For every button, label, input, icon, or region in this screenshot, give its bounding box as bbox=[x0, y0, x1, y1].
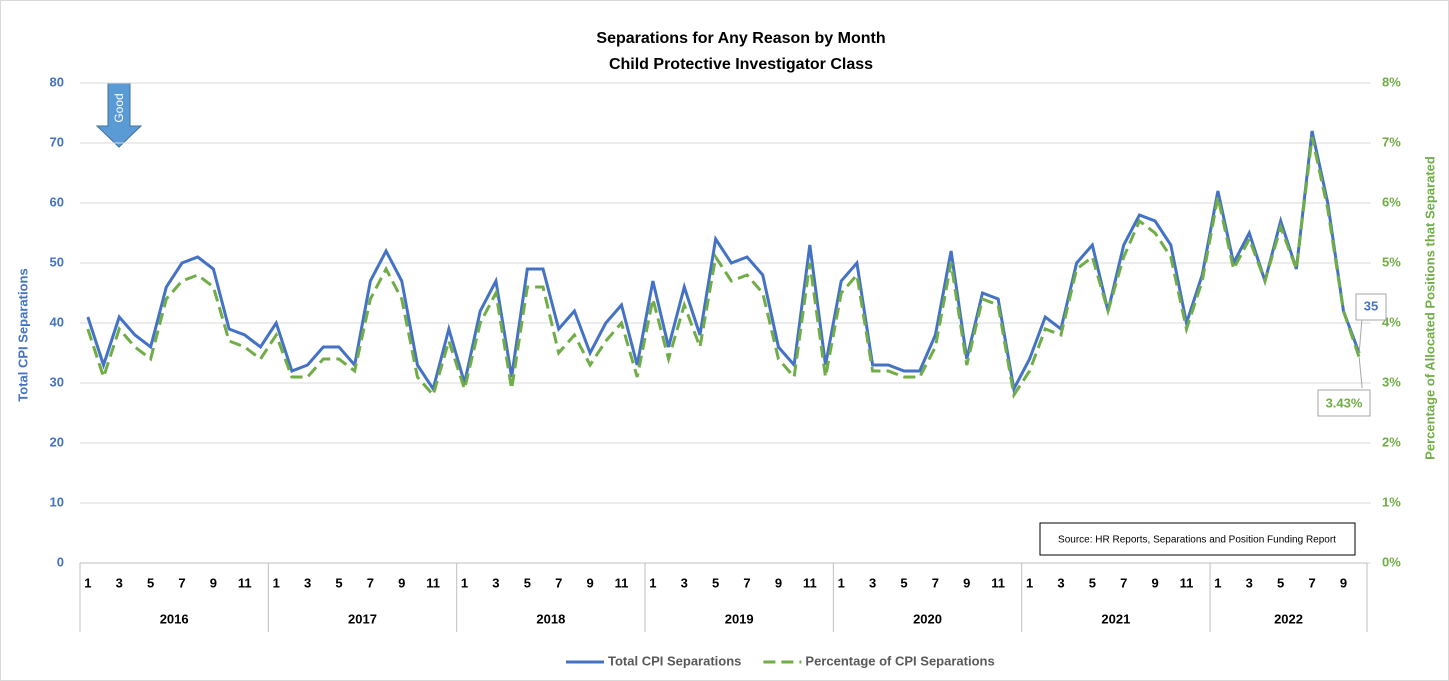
x-tick-label: 1 bbox=[84, 575, 91, 590]
legend-label: Total CPI Separations bbox=[608, 653, 741, 668]
source-note: Source: HR Reports, Separations and Posi… bbox=[1058, 535, 1336, 546]
x-tick-label: 5 bbox=[335, 575, 342, 590]
x-tick-label: 11 bbox=[615, 575, 629, 590]
x-tick-label: 7 bbox=[367, 575, 374, 590]
y-tick-label: 30 bbox=[50, 374, 64, 389]
legend-label: Percentage of CPI Separations bbox=[805, 653, 994, 668]
x-tick-label: 1 bbox=[1026, 575, 1033, 590]
y-tick-label: 60 bbox=[50, 194, 64, 209]
year-label: 2021 bbox=[1101, 611, 1130, 626]
x-tick-label: 1 bbox=[461, 575, 468, 590]
annotation: Good bbox=[112, 93, 126, 122]
x-tick-label: 3 bbox=[492, 575, 499, 590]
year-label: 2017 bbox=[348, 611, 377, 626]
x-tick-label: 3 bbox=[1246, 575, 1253, 590]
year-label: 2020 bbox=[913, 611, 942, 626]
x-tick-label: 11 bbox=[1180, 575, 1194, 590]
x-tick-label: 5 bbox=[147, 575, 154, 590]
x-tick-label: 5 bbox=[1089, 575, 1096, 590]
y2-tick-label: 2% bbox=[1382, 434, 1401, 449]
y-tick-label: 50 bbox=[50, 254, 64, 269]
y2-tick-label: 8% bbox=[1382, 74, 1401, 89]
label-leader bbox=[1358, 317, 1363, 354]
y-axis-label: Total CPI Separations bbox=[15, 268, 30, 401]
y-tick-label: 40 bbox=[50, 314, 64, 329]
data-label: 35 bbox=[1364, 298, 1378, 313]
x-tick-label: 3 bbox=[869, 575, 876, 590]
source-box bbox=[1039, 522, 1356, 556]
x-tick-label: 7 bbox=[1120, 575, 1127, 590]
x-tick-label: 1 bbox=[838, 575, 845, 590]
y-tick-label: 80 bbox=[50, 74, 64, 89]
x-tick-label: 5 bbox=[712, 575, 719, 590]
x-tick-label: 9 bbox=[586, 575, 593, 590]
y2-axis-label: Percentage of Allocated Positions that S… bbox=[1422, 156, 1437, 460]
good-arrow bbox=[95, 82, 143, 148]
x-tick-label: 11 bbox=[991, 575, 1005, 590]
y2-tick-label: 6% bbox=[1382, 194, 1401, 209]
x-tick-label: 7 bbox=[178, 575, 185, 590]
x-tick-label: 11 bbox=[238, 575, 252, 590]
y2-tick-label: 1% bbox=[1382, 494, 1401, 509]
y-tick-label: 0 bbox=[57, 554, 64, 569]
x-tick-label: 7 bbox=[932, 575, 939, 590]
y2-tick-label: 7% bbox=[1382, 134, 1401, 149]
year-label: 2022 bbox=[1274, 611, 1303, 626]
x-tick-label: 5 bbox=[900, 575, 907, 590]
chart-title: Separations for Any Reason by Month bbox=[596, 30, 885, 47]
x-tick-label: 1 bbox=[273, 575, 280, 590]
x-tick-label: 9 bbox=[963, 575, 970, 590]
series-line bbox=[86, 130, 1361, 394]
x-tick-label: 3 bbox=[681, 575, 688, 590]
label-leader bbox=[1358, 357, 1363, 389]
y-tick-label: 10 bbox=[50, 494, 64, 509]
year-label: 2018 bbox=[536, 611, 565, 626]
chart-subtitle: Child Protective Investigator Class bbox=[609, 56, 873, 73]
x-tick-label: 11 bbox=[803, 575, 817, 590]
year-label: 2019 bbox=[725, 611, 754, 626]
y2-tick-label: 5% bbox=[1382, 254, 1401, 269]
x-tick-label: 9 bbox=[398, 575, 405, 590]
x-tick-label: 9 bbox=[210, 575, 217, 590]
x-tick-label: 9 bbox=[1151, 575, 1158, 590]
data-label-box bbox=[1355, 293, 1387, 321]
x-tick-label: 1 bbox=[1214, 575, 1221, 590]
data-label-box bbox=[1317, 389, 1371, 417]
y2-tick-label: 0% bbox=[1382, 554, 1401, 569]
x-tick-label: 3 bbox=[1057, 575, 1064, 590]
x-tick-label: 7 bbox=[1308, 575, 1315, 590]
x-tick-label: 3 bbox=[304, 575, 311, 590]
year-label: 2016 bbox=[160, 611, 189, 626]
series-line bbox=[86, 136, 1361, 400]
x-tick-label: 11 bbox=[426, 575, 440, 590]
x-tick-label: 3 bbox=[116, 575, 123, 590]
x-tick-label: 5 bbox=[524, 575, 531, 590]
x-tick-label: 9 bbox=[775, 575, 782, 590]
x-tick-label: 9 bbox=[1340, 575, 1347, 590]
y-tick-label: 70 bbox=[50, 134, 64, 149]
y-tick-label: 20 bbox=[50, 434, 64, 449]
y2-tick-label: 3% bbox=[1382, 374, 1401, 389]
x-tick-label: 7 bbox=[743, 575, 750, 590]
x-tick-label: 5 bbox=[1277, 575, 1284, 590]
x-tick-label: 1 bbox=[649, 575, 656, 590]
y2-tick-label: 4% bbox=[1382, 314, 1401, 329]
data-label: 3.43% bbox=[1326, 395, 1363, 410]
x-tick-label: 7 bbox=[555, 575, 562, 590]
